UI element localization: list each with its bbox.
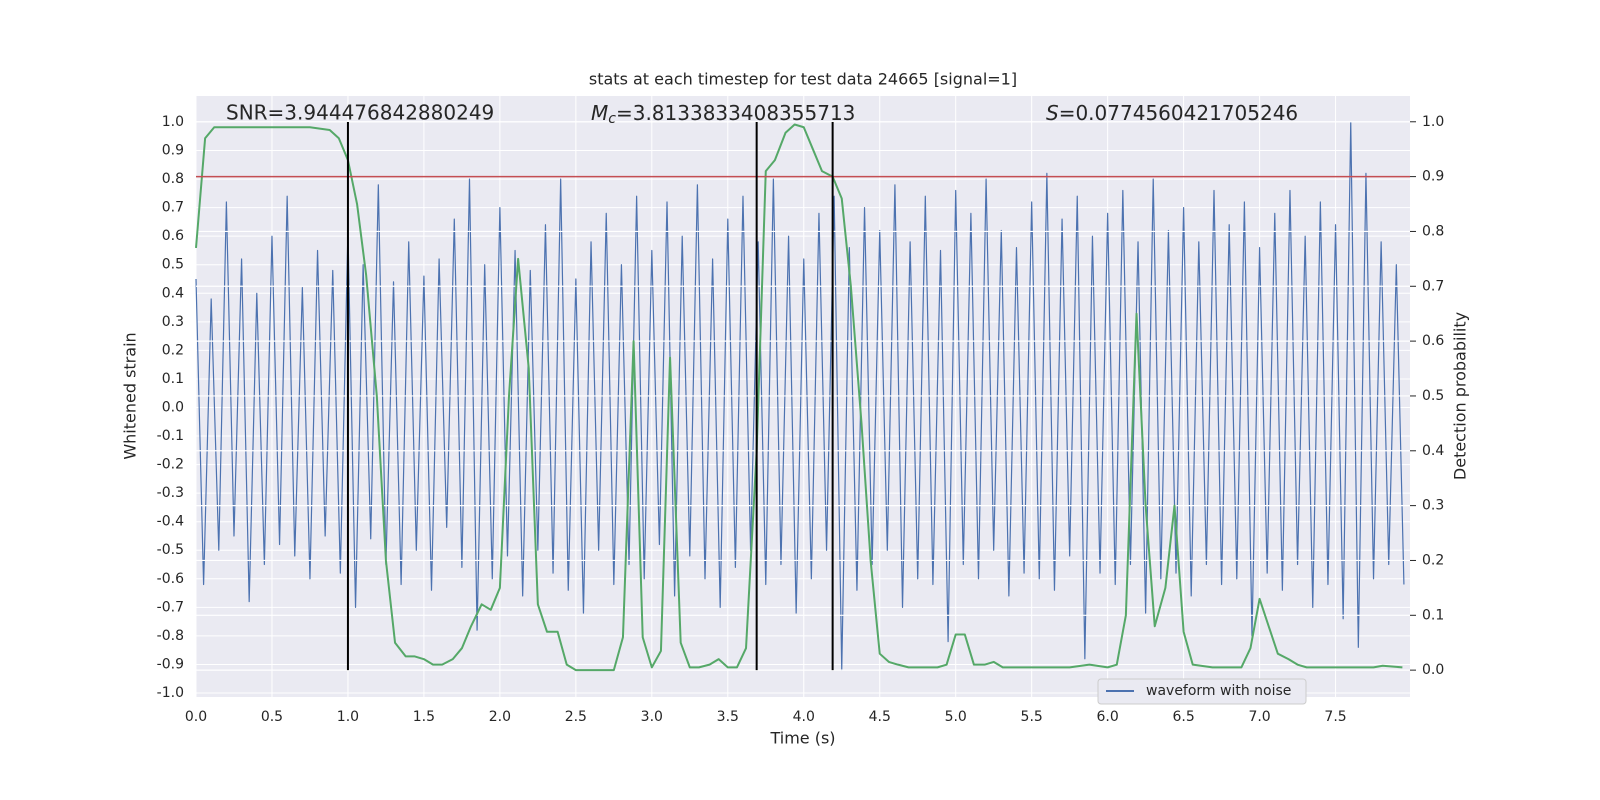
y-tick-label: -0.4 (157, 514, 184, 530)
y2-tick-label: 0.8 (1422, 223, 1444, 239)
x-tick-label: 2.0 (489, 709, 511, 725)
x-tick-label: 0.5 (261, 709, 283, 725)
mc-subscript: c (608, 111, 616, 127)
x-tick-label: 3.0 (641, 709, 663, 725)
y-tick-label: 0.0 (162, 399, 184, 415)
y-tick-label: 0.2 (162, 342, 184, 358)
y2-tick-label: 1.0 (1422, 114, 1444, 130)
series-line (195, 121, 1405, 671)
y-tick-label: 0.3 (162, 314, 184, 330)
y2-tick-label: 0.1 (1422, 607, 1444, 623)
y2-tick-label: 0.5 (1422, 388, 1444, 404)
y2-tick-label: 0.6 (1422, 333, 1444, 349)
y-tick-label: -0.3 (157, 485, 184, 501)
x-tick-label: 4.5 (869, 709, 891, 725)
s-value: =0.0774560421705246 (1059, 101, 1298, 125)
y-tick-label: 0.9 (162, 143, 184, 159)
x-tick-label: 3.5 (717, 709, 739, 725)
chart-title: stats at each timestep for test data 246… (589, 70, 1017, 89)
x-tick-label: 7.0 (1248, 709, 1270, 725)
y-tick-label: -0.5 (157, 542, 184, 558)
y-tick-label: 0.1 (162, 371, 184, 387)
y-tick-label: -0.9 (157, 656, 184, 672)
over-layer (195, 121, 1416, 672)
x-tick-label: 2.5 (565, 709, 587, 725)
y-tick-label: -0.1 (157, 428, 184, 444)
y-axis-label: Whitened strain (121, 332, 140, 459)
snr-annotation: SNR=3.944476842880249 (226, 101, 494, 125)
x-tick-label: 5.0 (945, 709, 967, 725)
y-tick-label: 1.0 (162, 114, 184, 130)
y2-tick-label: 0.4 (1422, 443, 1444, 459)
y-tick-label: -0.6 (157, 571, 184, 587)
x-tick-label: 1.5 (413, 709, 435, 725)
y-tick-label: -0.2 (157, 457, 184, 473)
legend: waveform with noise (1097, 678, 1307, 705)
y2-tick-label: 0.2 (1422, 552, 1444, 568)
x-tick-label: 1.0 (337, 709, 359, 725)
x-tick-label: 6.5 (1172, 709, 1194, 725)
y2-axis-label: Detection probability (1451, 312, 1470, 480)
series-line (195, 123, 1403, 672)
y-tick-label: 0.7 (162, 200, 184, 216)
y-tick-label: 0.5 (162, 257, 184, 273)
mc-symbol: M (591, 101, 608, 125)
y2-tick-label: 0.3 (1422, 498, 1444, 514)
y-tick-label: 0.4 (162, 285, 184, 301)
y2-tick-label: 0.0 (1422, 662, 1444, 678)
y-tick-label: 0.8 (162, 171, 184, 187)
y-tick-label: -1.0 (157, 685, 184, 701)
x-tick-label: 6.0 (1097, 709, 1119, 725)
mc-value: =3.8133833408355713 (616, 101, 855, 125)
legend-label: waveform with noise (1146, 683, 1291, 699)
legend-box (1097, 678, 1307, 705)
y-tick-label: -0.7 (157, 599, 184, 615)
y2-tick-label: 0.7 (1422, 278, 1444, 294)
y-tick-label: 0.6 (162, 228, 184, 244)
x-tick-label: 7.5 (1324, 709, 1346, 725)
y2-tick-label: 0.9 (1422, 169, 1444, 185)
y-tick-label: -0.8 (157, 628, 184, 644)
s-symbol: S (1046, 101, 1059, 125)
s-annotation: S=0.0774560421705246 (1046, 101, 1298, 125)
x-tick-label: 0.0 (185, 709, 207, 725)
x-axis-label: Time (s) (769, 729, 835, 748)
x-tick-label: 5.5 (1021, 709, 1043, 725)
x-tick-label: 4.0 (793, 709, 815, 725)
mc-annotation: Mc=3.8133833408355713 (591, 101, 855, 128)
